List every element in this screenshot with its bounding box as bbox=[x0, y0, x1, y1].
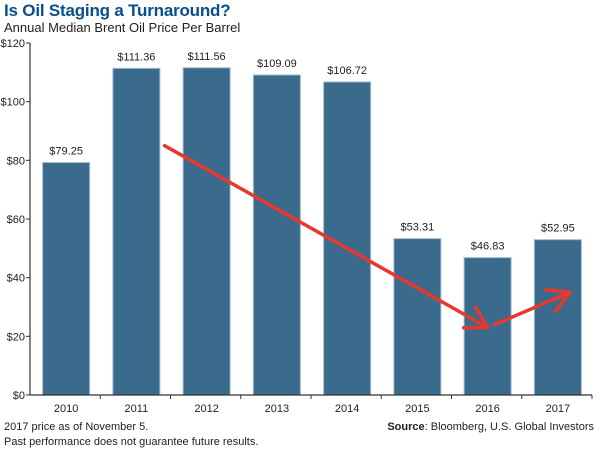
data-label-2013: $109.09 bbox=[257, 58, 297, 70]
bar-2011 bbox=[112, 67, 161, 396]
y-tick-label-120: $120 bbox=[1, 38, 25, 50]
chart-title: Is Oil Staging a Turnaround? bbox=[4, 1, 231, 20]
footnote-date: 2017 price as of November 5. bbox=[4, 421, 149, 433]
data-label-2012: $111.56 bbox=[188, 51, 226, 63]
bar-2010 bbox=[42, 162, 91, 396]
y-tick-label-0: $0 bbox=[13, 390, 25, 402]
data-label-2015: $53.31 bbox=[401, 222, 435, 234]
chart-subtitle: Annual Median Brent Oil Price Per Barrel bbox=[4, 20, 241, 35]
source-note: Source: Bloomberg, U.S. Global Investors bbox=[387, 421, 594, 433]
x-tick-label-2010: 2010 bbox=[54, 403, 78, 415]
bar-2012 bbox=[182, 67, 231, 396]
data-label-2014: $106.72 bbox=[327, 65, 367, 77]
x-tick-label-2017: 2017 bbox=[546, 403, 570, 415]
footnote-disclaimer: Past performance does not guarantee futu… bbox=[4, 436, 259, 448]
arrow-down-shaft bbox=[162, 143, 490, 330]
bars-group bbox=[42, 67, 582, 396]
x-tick-label-2015: 2015 bbox=[405, 403, 429, 415]
y-tick-label-60: $60 bbox=[7, 214, 25, 226]
data-label-2011: $111.36 bbox=[117, 51, 155, 63]
x-tick-label-2011: 2011 bbox=[125, 403, 149, 415]
data-labels-group: $79.25 $111.36 $111.56 $109.09 $106.72 $53.31… bbox=[49, 51, 574, 253]
y-tick-label-100: $100 bbox=[1, 97, 25, 109]
source-label: Source bbox=[387, 421, 425, 433]
x-tick-label-2014: 2014 bbox=[335, 403, 359, 415]
data-label-2016: $46.83 bbox=[471, 241, 505, 253]
bar-2017 bbox=[533, 239, 582, 396]
x-tick-label-2013: 2013 bbox=[265, 403, 289, 415]
arrow-down-head-1 bbox=[473, 305, 490, 330]
annotation-arrows bbox=[162, 143, 572, 330]
data-label-2017: $52.95 bbox=[541, 223, 575, 235]
source-text: : Bloomberg, U.S. Global Investors bbox=[424, 421, 594, 433]
arrow-up-shaft bbox=[492, 290, 572, 327]
arrow-up-head-0 bbox=[553, 290, 572, 314]
x-axis: 2010 2011 2012 2013 2014 2015 2016 2017 bbox=[30, 394, 593, 415]
data-label-2010: $79.25 bbox=[49, 146, 83, 158]
arrow-up-head-1 bbox=[544, 287, 572, 295]
y-axis: $0 $20 $40 $60 $80 $100 $120 bbox=[1, 38, 31, 402]
x-tick-label-2012: 2012 bbox=[194, 403, 218, 415]
bar-2015 bbox=[393, 238, 442, 396]
x-tick-label-2016: 2016 bbox=[475, 403, 499, 415]
y-tick-label-40: $40 bbox=[7, 273, 25, 285]
y-tick-label-20: $20 bbox=[7, 331, 25, 343]
y-tick-label-80: $80 bbox=[7, 155, 25, 167]
bar-2013 bbox=[252, 74, 301, 396]
